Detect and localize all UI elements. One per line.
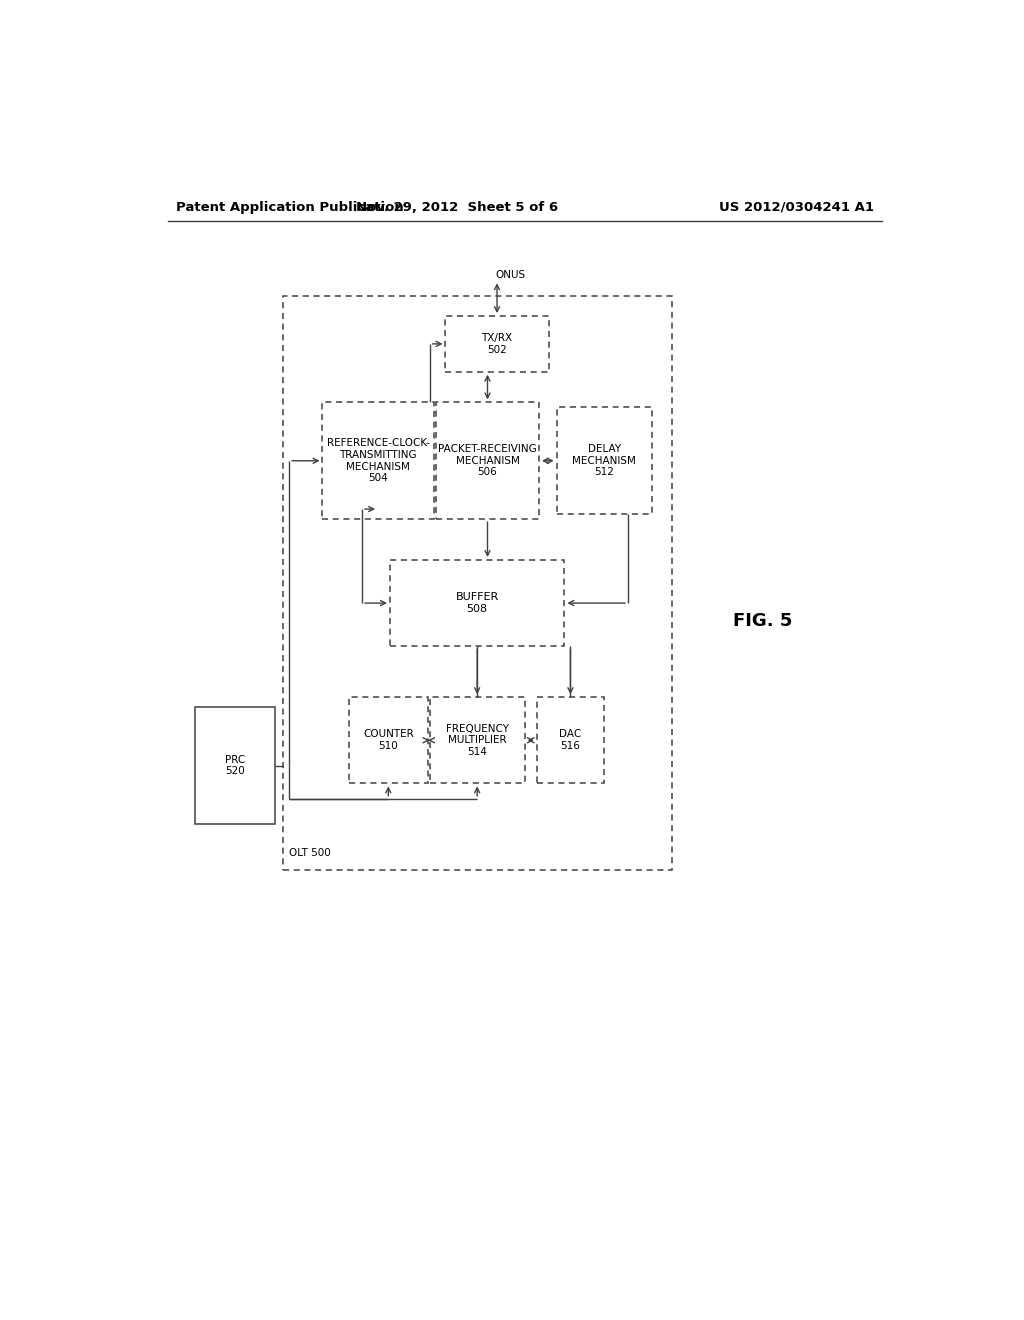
- Bar: [348, 697, 428, 784]
- Text: Patent Application Publication: Patent Application Publication: [176, 201, 403, 214]
- Text: OLT 500: OLT 500: [289, 847, 331, 858]
- Bar: [445, 315, 549, 372]
- Bar: [537, 697, 604, 784]
- Text: FIG. 5: FIG. 5: [733, 612, 793, 630]
- Bar: [557, 408, 652, 515]
- Text: PACKET-RECEIVING
MECHANISM
506: PACKET-RECEIVING MECHANISM 506: [438, 444, 537, 478]
- Bar: [283, 296, 672, 870]
- Text: DAC
516: DAC 516: [559, 730, 582, 751]
- Text: COUNTER
510: COUNTER 510: [362, 730, 414, 751]
- Text: FREQUENCY
MULTIPLIER
514: FREQUENCY MULTIPLIER 514: [445, 723, 509, 756]
- Bar: [196, 708, 274, 824]
- Text: DELAY
MECHANISM
512: DELAY MECHANISM 512: [572, 444, 636, 478]
- Bar: [390, 560, 564, 647]
- Bar: [430, 697, 525, 784]
- Text: BUFFER
508: BUFFER 508: [456, 593, 499, 614]
- Text: REFERENCE-CLOCK-
TRANSMITTING
MECHANISM
504: REFERENCE-CLOCK- TRANSMITTING MECHANISM …: [327, 438, 429, 483]
- Text: Nov. 29, 2012  Sheet 5 of 6: Nov. 29, 2012 Sheet 5 of 6: [356, 201, 558, 214]
- Text: ONUS: ONUS: [496, 271, 525, 280]
- Text: TX/RX
502: TX/RX 502: [481, 333, 513, 355]
- Bar: [436, 403, 539, 519]
- Bar: [323, 403, 433, 519]
- Text: PRC
520: PRC 520: [225, 755, 246, 776]
- Text: US 2012/0304241 A1: US 2012/0304241 A1: [719, 201, 873, 214]
